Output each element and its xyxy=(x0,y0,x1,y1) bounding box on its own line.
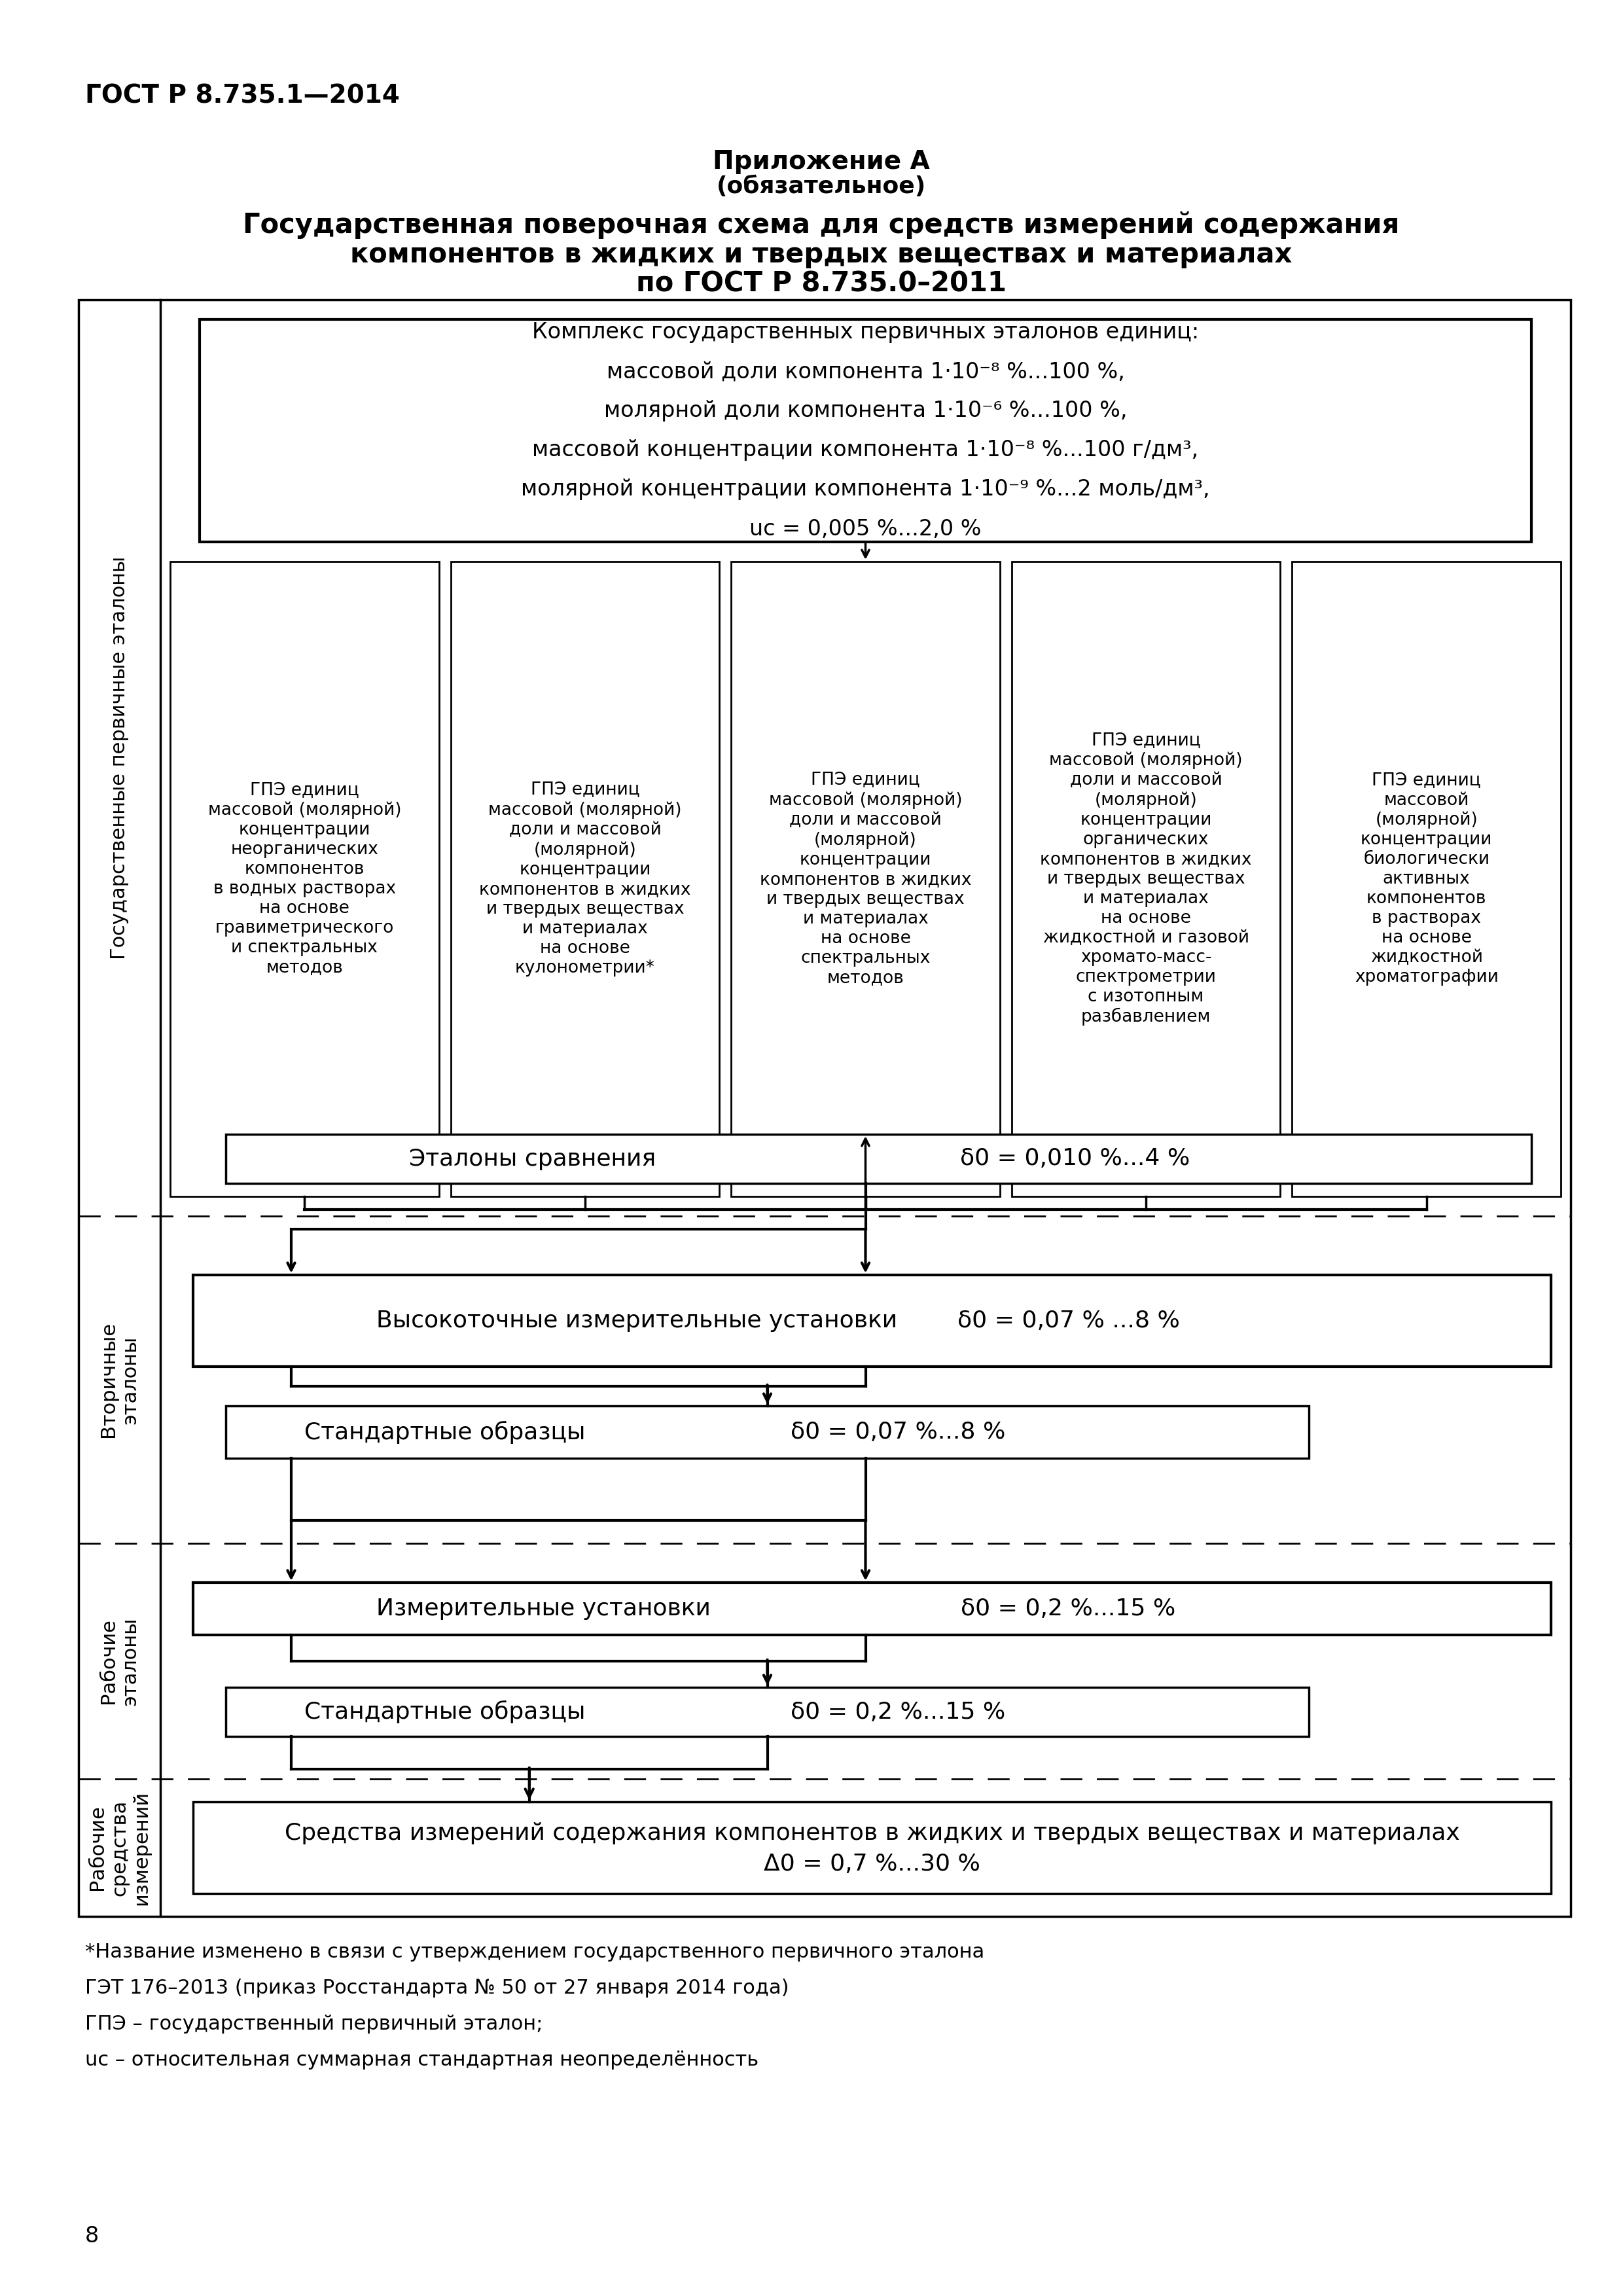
Bar xyxy=(730,563,1000,1196)
Text: uс – относительная суммарная стандартная неопределённость: uс – относительная суммарная стандартная… xyxy=(84,2050,758,2069)
Text: молярной доли компонента 1·10⁻⁶ %...100 %,: молярной доли компонента 1·10⁻⁶ %...100 … xyxy=(604,400,1126,422)
Text: Рабочие
средства
измерений: Рабочие средства измерений xyxy=(88,1791,151,1906)
Text: δ0 = 0,010 %...4 %: δ0 = 0,010 %...4 % xyxy=(959,1148,1190,1171)
Text: Средства измерений содержания компонентов в жидких и твердых веществах и материа: Средства измерений содержания компоненто… xyxy=(284,1823,1459,1844)
Bar xyxy=(226,1688,1308,1736)
Text: uс = 0,005 %...2,0 %: uс = 0,005 %...2,0 % xyxy=(750,519,982,540)
Text: Стандартные образцы: Стандартные образцы xyxy=(305,1701,586,1724)
Text: компонентов в жидких и твердых веществах и материалах: компонентов в жидких и твердых веществах… xyxy=(351,241,1292,269)
Text: δ0 = 0,07 %...8 %: δ0 = 0,07 %...8 % xyxy=(790,1421,1006,1444)
Text: массовой концентрации компонента 1·10⁻⁸ %...100 г/дм³,: массовой концентрации компонента 1·10⁻⁸ … xyxy=(532,439,1199,461)
Text: Измерительные установки: Измерительные установки xyxy=(377,1598,711,1621)
Text: ГПЭ единиц
массовой (молярной)
доли и массовой
(молярной)
концентрации
компонент: ГПЭ единиц массовой (молярной) доли и ма… xyxy=(760,771,971,985)
Text: *Название изменено в связи с утверждением государственного первичного эталона: *Название изменено в связи с утверждение… xyxy=(84,1942,985,1961)
Text: молярной концентрации компонента 1·10⁻⁹ %...2 моль/дм³,: молярной концентрации компонента 1·10⁻⁹ … xyxy=(521,480,1209,501)
Text: (обязательное): (обязательное) xyxy=(716,174,927,197)
Text: 8: 8 xyxy=(84,2225,99,2248)
Text: ГПЭ единиц
массовой (молярной)
концентрации
неорганических
компонентов
в водных : ГПЭ единиц массовой (молярной) концентра… xyxy=(208,783,401,976)
Bar xyxy=(170,563,438,1196)
Text: ГОСТ Р 8.735.1—2014: ГОСТ Р 8.735.1—2014 xyxy=(84,83,399,108)
Bar xyxy=(1292,563,1561,1196)
Text: массовой доли компонента 1·10⁻⁸ %...100 %,: массовой доли компонента 1·10⁻⁸ %...100 … xyxy=(607,360,1125,383)
Bar xyxy=(193,1274,1552,1366)
Bar xyxy=(193,1582,1552,1635)
Text: ГПЭ единиц
массовой (молярной)
доли и массовой
(молярной)
концентрации
органичес: ГПЭ единиц массовой (молярной) доли и ма… xyxy=(1040,732,1251,1026)
Text: δ0 = 0,07 % ...8 %: δ0 = 0,07 % ...8 % xyxy=(958,1309,1180,1332)
Bar xyxy=(200,319,1532,542)
Text: Комплекс государственных первичных эталонов единиц:: Комплекс государственных первичных этало… xyxy=(532,321,1199,344)
Text: Высокоточные измерительные установки: Высокоточные измерительные установки xyxy=(377,1309,898,1332)
Text: Государственные первичные эталоны: Государственные первичные эталоны xyxy=(110,556,128,960)
Text: Эталоны сравнения: Эталоны сравнения xyxy=(409,1148,656,1171)
Bar xyxy=(193,1802,1552,1894)
Text: ГПЭ единиц
массовой
(молярной)
концентрации
биологически
активных
компонентов
в : ГПЭ единиц массовой (молярной) концентра… xyxy=(1355,771,1498,985)
Bar xyxy=(78,301,1571,1917)
Text: δ0 = 0,2 %...15 %: δ0 = 0,2 %...15 % xyxy=(790,1701,1006,1722)
Text: Стандартные образцы: Стандартные образцы xyxy=(305,1421,586,1444)
Text: Рабочие
эталоны: Рабочие эталоны xyxy=(99,1616,140,1706)
Text: Δ0 = 0,7 %...30 %: Δ0 = 0,7 %...30 % xyxy=(764,1853,980,1876)
Bar xyxy=(226,1134,1532,1182)
Text: Приложение А: Приложение А xyxy=(712,149,930,174)
Text: ГПЭ – государственный первичный эталон;: ГПЭ – государственный первичный эталон; xyxy=(84,2014,542,2034)
Text: Государственная поверочная схема для средств измерений содержания: Государственная поверочная схема для сре… xyxy=(243,211,1399,239)
Text: Вторичные
эталоны: Вторичные эталоны xyxy=(99,1322,140,1437)
Bar xyxy=(1011,563,1281,1196)
Bar xyxy=(451,563,719,1196)
Bar xyxy=(226,1405,1308,1458)
Text: ГЭТ 176–2013 (приказ Росстандарта № 50 от 27 января 2014 года): ГЭТ 176–2013 (приказ Росстандарта № 50 о… xyxy=(84,1979,789,1998)
Text: по ГОСТ Р 8.735.0–2011: по ГОСТ Р 8.735.0–2011 xyxy=(636,271,1006,298)
Text: ГПЭ единиц
массовой (молярной)
доли и массовой
(молярной)
концентрации
компонент: ГПЭ единиц массовой (молярной) доли и ма… xyxy=(479,781,691,976)
Text: δ0 = 0,2 %...15 %: δ0 = 0,2 %...15 % xyxy=(961,1598,1175,1621)
